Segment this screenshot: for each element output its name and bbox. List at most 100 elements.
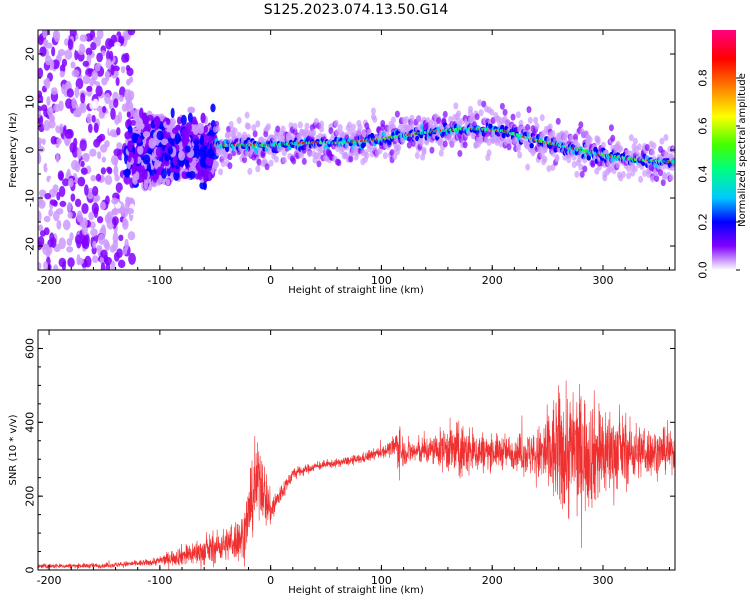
spectrogram-cell bbox=[38, 261, 42, 270]
spectrogram-cell bbox=[336, 159, 342, 167]
spectrogram-cell bbox=[215, 125, 221, 133]
spectrogram-cell bbox=[118, 94, 124, 102]
spectrogram-cell bbox=[74, 86, 80, 99]
spectrogram-cell bbox=[48, 119, 56, 129]
spectrogram-cell bbox=[380, 120, 386, 128]
spectrogram-cell bbox=[319, 146, 325, 154]
spectrogram-cell bbox=[116, 142, 123, 150]
x-tick-label: -200 bbox=[37, 274, 62, 287]
spectrogram-cell bbox=[71, 224, 77, 233]
spectrogram-cell bbox=[197, 123, 205, 134]
spectrogram-cell bbox=[191, 116, 197, 125]
spectrogram-cell bbox=[71, 97, 77, 109]
spectrogram-cell bbox=[114, 41, 121, 48]
spectrogram-cell bbox=[105, 262, 111, 270]
spectrogram-cell bbox=[88, 211, 95, 221]
spectrogram-cell bbox=[56, 191, 61, 201]
spectrogram-cell bbox=[84, 249, 91, 258]
spectrogram-cell bbox=[147, 147, 153, 155]
spectrogram-cell bbox=[61, 58, 68, 68]
spectrogram-cell bbox=[207, 135, 214, 144]
spectrogram-cell bbox=[117, 111, 123, 123]
spectrogram-cell bbox=[116, 248, 123, 258]
spectrogram-cell bbox=[337, 124, 343, 132]
spectrogram-cell bbox=[56, 219, 62, 230]
spectrogram-cell bbox=[104, 256, 113, 266]
spectrogram-cell bbox=[62, 178, 70, 187]
colorbar-ticks: 0.0 0.2 0.4 0.6 0.8 bbox=[697, 69, 740, 279]
spectrogram-cell bbox=[104, 213, 112, 224]
spectrogram-cell bbox=[38, 67, 44, 79]
spectrogram-cell bbox=[218, 168, 224, 176]
spectrogram-cell bbox=[72, 109, 81, 118]
spectrogram-cell bbox=[104, 113, 112, 121]
spectrogram-cell bbox=[486, 149, 492, 157]
spectrogram-cell bbox=[156, 130, 164, 141]
spectrogram-cell bbox=[660, 179, 666, 187]
spectrogram-cell bbox=[125, 196, 131, 205]
spectrogram-cell bbox=[348, 155, 354, 163]
spectrogram-cell bbox=[165, 178, 171, 186]
spectrogram-cell bbox=[100, 262, 106, 270]
spectrogram-cell bbox=[84, 255, 92, 268]
spectrogram-cell bbox=[170, 107, 175, 119]
spectrogram-cell bbox=[586, 155, 592, 161]
spectrogram-cell bbox=[571, 153, 577, 161]
spectrogram-cell bbox=[628, 134, 634, 142]
spectrogram-cell bbox=[81, 203, 89, 214]
spectrogram-cell bbox=[226, 131, 232, 139]
spectrogram-cell bbox=[123, 174, 131, 185]
spectrogram-cell bbox=[177, 134, 182, 143]
spectrogram-cell bbox=[95, 173, 102, 182]
spectrogram-cell bbox=[58, 185, 66, 198]
spectrogram-cell bbox=[124, 131, 131, 140]
spectrogram-cell bbox=[204, 168, 210, 178]
spectrogram-cell bbox=[626, 165, 632, 173]
spectrogram-cell bbox=[555, 117, 561, 125]
spectrogram-cell bbox=[632, 137, 638, 145]
spectrogram-cell bbox=[255, 120, 261, 128]
spectrogram-cell bbox=[69, 142, 76, 154]
spectrogram-cell bbox=[311, 129, 317, 137]
spectrogram-cell bbox=[390, 116, 396, 124]
x-tick-label: 300 bbox=[592, 274, 613, 287]
spectrogram-cell bbox=[265, 123, 271, 131]
y-tick-label: 400 bbox=[24, 412, 37, 433]
spectrogram-cell bbox=[203, 125, 208, 133]
spectrogram-cell bbox=[92, 240, 97, 249]
spectrogram-cell bbox=[578, 121, 584, 129]
spectrogram-cell bbox=[90, 41, 97, 51]
spectrogram-cell bbox=[220, 160, 226, 168]
spectrogram-cell bbox=[105, 38, 113, 50]
spectrogram-cell bbox=[267, 148, 273, 156]
colorbar: 0.0 0.2 0.4 0.6 0.8 Normalized spectral ampl… bbox=[697, 30, 748, 279]
spectrogram-cell bbox=[662, 171, 668, 179]
spectrogram-cell bbox=[53, 30, 61, 43]
spectrogram-cell bbox=[133, 154, 138, 165]
spectrogram-cell bbox=[82, 60, 90, 67]
y-tick-label: 10 bbox=[24, 95, 37, 109]
spectrogram-cell bbox=[93, 196, 98, 204]
spectrogram-cell bbox=[429, 146, 435, 154]
x-tick-label: 0 bbox=[267, 274, 274, 287]
spectrogram-cell bbox=[38, 137, 43, 145]
spectrogram-cell bbox=[46, 96, 51, 107]
spectrogram-cell bbox=[642, 169, 648, 177]
spectrogram-cell bbox=[52, 184, 59, 194]
spectrogram-cell bbox=[547, 123, 553, 131]
spectrogram-cell bbox=[632, 165, 638, 173]
spectrogram-cell bbox=[207, 148, 215, 159]
spectrogram-cell bbox=[438, 149, 444, 157]
spectrogram-cell bbox=[110, 154, 119, 166]
x-tick-label: -200 bbox=[37, 574, 62, 587]
spectrogram-cell bbox=[82, 241, 90, 250]
spectrogram-cell bbox=[264, 163, 270, 171]
spectrogram-cell bbox=[181, 134, 190, 146]
spectrogram-cell bbox=[96, 245, 103, 252]
spectrogram-cell bbox=[198, 149, 206, 158]
spectrogram-cell bbox=[404, 116, 410, 124]
spectrogram-cell bbox=[453, 102, 459, 110]
spectrogram-cell bbox=[525, 124, 531, 132]
spectrogram-cell bbox=[81, 217, 88, 229]
x-tick-label: 100 bbox=[371, 274, 392, 287]
